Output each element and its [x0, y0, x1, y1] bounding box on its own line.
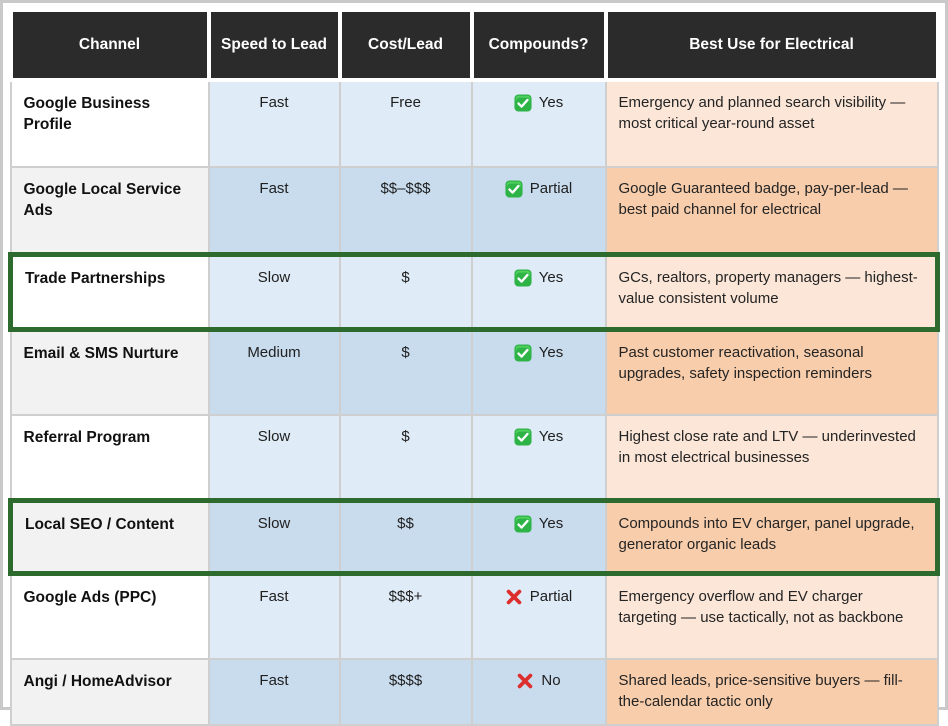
compounds-label: Yes: [538, 94, 564, 111]
speed-to-lead-cell: Fast: [207, 572, 341, 660]
channel-cell: Email & SMS Nurture: [9, 328, 210, 416]
red-x-icon: [516, 672, 534, 690]
table-row: Google Business Profile Fast Free Yes Em…: [9, 79, 939, 168]
cost-per-lead-cell: $$$+: [338, 572, 473, 660]
compounds-cell: Yes: [470, 498, 607, 576]
channel-cell: Angi / HomeAdvisor: [9, 658, 210, 726]
compounds-cell: Yes: [470, 252, 607, 332]
speed-to-lead-cell: Fast: [207, 79, 341, 168]
table-body: Google Business Profile Fast Free Yes Em…: [8, 79, 940, 726]
cost-per-lead-cell: $$$$: [338, 658, 473, 726]
compounds-cell: Yes: [470, 79, 607, 168]
best-use-cell: Past customer reactivation, seasonal upg…: [604, 328, 939, 416]
best-use-cell: Emergency overflow and EV charger target…: [604, 572, 939, 660]
green-check-icon: [514, 269, 532, 287]
best-use-cell: Emergency and planned search visibility …: [604, 79, 939, 168]
green-check-icon: [505, 180, 523, 198]
green-check-icon: [514, 428, 532, 446]
speed-to-lead-cell: Fast: [207, 166, 341, 256]
channel-comparison-table: Channel Speed to Lead Cost/Lead Compound…: [8, 8, 940, 726]
table-row: Referral Program Slow $ Yes Highest clos…: [9, 414, 939, 502]
speed-to-lead-cell: Fast: [207, 658, 341, 726]
compounds-label: Partial: [529, 588, 573, 605]
col-header-compounds: Compounds?: [469, 8, 608, 82]
best-use-cell: GCs, realtors, property managers — highe…: [604, 252, 940, 332]
compounds-cell: Partial: [470, 572, 607, 660]
compounds-cell: Partial: [470, 166, 607, 256]
channel-cell: Google Ads (PPC): [9, 572, 210, 660]
col-header-channel: Channel: [8, 8, 211, 82]
compounds-label: Yes: [538, 428, 564, 445]
cost-per-lead-cell: Free: [338, 79, 473, 168]
best-use-cell: Highest close rate and LTV — underinvest…: [604, 414, 939, 502]
green-check-icon: [514, 344, 532, 362]
speed-to-lead-cell: Slow: [207, 414, 341, 502]
compounds-cell: Yes: [470, 414, 607, 502]
table-row: Google Ads (PPC) Fast $$$+ Partial Emerg…: [9, 572, 939, 660]
table-row: Local SEO / Content Slow $$ Yes Compound…: [8, 498, 940, 576]
header-row: Channel Speed to Lead Cost/Lead Compound…: [8, 8, 940, 82]
table-row: Trade Partnerships Slow $ Yes GCs, realt…: [8, 252, 940, 332]
best-use-cell: Shared leads, price-sensitive buyers — f…: [604, 658, 939, 726]
compounds-label: Yes: [538, 344, 564, 361]
speed-to-lead-cell: Slow: [207, 498, 341, 576]
col-header-cost-per-lead: Cost/Lead: [337, 8, 474, 82]
cost-per-lead-cell: $: [338, 252, 473, 332]
channel-cell: Trade Partnerships: [8, 252, 210, 332]
red-x-icon: [505, 588, 523, 606]
best-use-cell: Google Guaranteed badge, pay-per-lead — …: [604, 166, 939, 256]
channel-cell: Referral Program: [9, 414, 210, 502]
speed-to-lead-cell: Slow: [207, 252, 341, 332]
cost-per-lead-cell: $: [338, 328, 473, 416]
channel-cell: Local SEO / Content: [8, 498, 210, 576]
compounds-label: Yes: [538, 269, 564, 286]
speed-to-lead-cell: Medium: [207, 328, 341, 416]
best-use-cell: Compounds into EV charger, panel upgrade…: [604, 498, 940, 576]
green-check-icon: [514, 94, 532, 112]
table-row: Google Local Service Ads Fast $$–$$$ Par…: [9, 166, 939, 256]
compounds-label: No: [541, 672, 561, 689]
channel-cell: Google Business Profile: [9, 79, 210, 168]
cost-per-lead-cell: $$: [338, 498, 473, 576]
col-header-best-use: Best Use for Electrical: [603, 8, 940, 82]
green-check-icon: [514, 515, 532, 533]
cost-per-lead-cell: $$–$$$: [338, 166, 473, 256]
compounds-cell: No: [470, 658, 607, 726]
compounds-label: Yes: [538, 515, 564, 532]
channel-cell: Google Local Service Ads: [9, 166, 210, 256]
col-header-speed-to-lead: Speed to Lead: [206, 8, 342, 82]
compounds-label: Partial: [529, 180, 573, 197]
table-row: Email & SMS Nurture Medium $ Yes Past cu…: [9, 328, 939, 416]
cost-per-lead-cell: $: [338, 414, 473, 502]
table-row: Angi / HomeAdvisor Fast $$$$ No Shared l…: [9, 658, 939, 726]
compounds-cell: Yes: [470, 328, 607, 416]
